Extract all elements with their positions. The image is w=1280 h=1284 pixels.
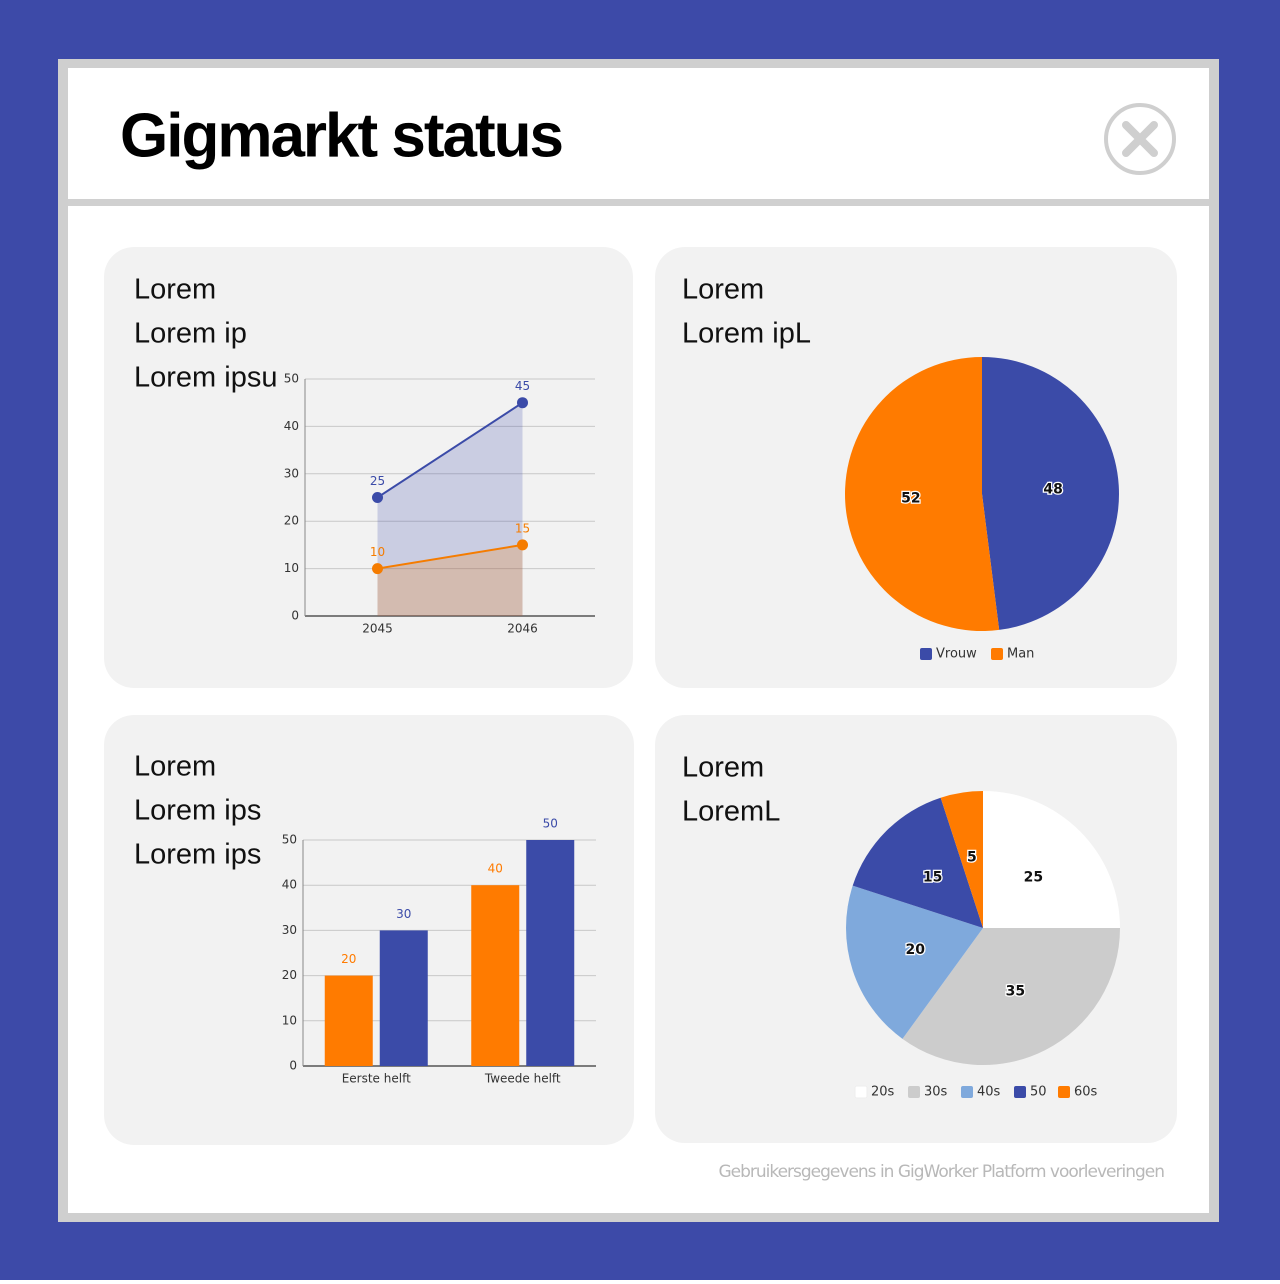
card-text: Lorem — [682, 752, 764, 784]
point — [517, 397, 528, 409]
line — [377, 543, 523, 570]
pie-slice — [982, 357, 1119, 630]
pie-slice — [846, 885, 983, 1039]
legend-label: 30s — [924, 1085, 948, 1100]
header-divider — [68, 199, 1209, 206]
card-text: Lorem ips — [134, 839, 261, 871]
y-tick-label: 20 — [282, 968, 297, 982]
legend-swatch — [920, 648, 932, 660]
y-tick-label: 0 — [291, 609, 299, 623]
close-button[interactable] — [1104, 103, 1176, 175]
line — [376, 401, 524, 499]
y-tick-label: 50 — [282, 833, 297, 847]
y-tick-label: 10 — [282, 1013, 297, 1027]
value-label: 25 — [370, 474, 385, 488]
pie-slice — [940, 791, 983, 928]
value-label: 15 — [515, 521, 530, 535]
pie-slice — [902, 928, 1120, 1065]
point — [372, 563, 383, 575]
legend-label: 60s — [1074, 1085, 1098, 1100]
value-label: 30 — [396, 907, 411, 921]
y-tick-label: 30 — [282, 923, 297, 937]
legend-label: Man — [1007, 647, 1034, 662]
x-tick-label: 2046 — [507, 622, 538, 636]
y-tick-label: 50 — [284, 372, 299, 386]
y-tick-label: 40 — [282, 878, 297, 892]
card-text: Lorem ips — [134, 795, 261, 827]
value-label: 40 — [488, 862, 503, 876]
legend-swatch — [991, 648, 1003, 660]
slice-label: 25 — [1024, 870, 1043, 886]
legend-label: 50 — [1030, 1085, 1047, 1100]
page-title: Gigmarkt status — [120, 101, 562, 170]
slice-label: 48 — [1043, 482, 1062, 498]
x-tick-label: 2045 — [362, 622, 393, 636]
y-tick-label: 20 — [284, 514, 299, 528]
y-tick-label: 10 — [284, 561, 299, 575]
legend-swatch — [908, 1086, 920, 1098]
value-label: 20 — [341, 952, 356, 966]
pie-slice — [852, 797, 983, 928]
slice-label: 5 — [967, 850, 977, 866]
card-text: LoremL — [682, 796, 780, 828]
y-tick-label: 0 — [289, 1059, 297, 1073]
point — [372, 492, 383, 503]
card-text: Lorem — [682, 274, 764, 306]
legend-label: 40s — [977, 1085, 1001, 1100]
card-text: Lorem ip — [134, 318, 247, 350]
card-text: Lorem — [134, 274, 216, 306]
legend-swatch — [961, 1086, 973, 1098]
y-tick-label: 40 — [284, 419, 299, 433]
x-tick-label: Tweede helft — [484, 1072, 561, 1086]
slice-label: 20 — [906, 942, 926, 958]
bar — [471, 885, 520, 1066]
card — [104, 247, 633, 688]
legend-label: Vrouw — [936, 647, 977, 662]
legend-swatch — [1014, 1086, 1026, 1098]
pie-slice — [845, 357, 1000, 631]
y-tick-label: 30 — [284, 466, 299, 480]
card-text: Lorem — [134, 751, 216, 783]
footer-note: Gebruikersgegevens in GigWorker Platform… — [718, 1162, 1164, 1182]
legend-swatch — [854, 1085, 868, 1099]
bar — [379, 930, 428, 1066]
x-tick-label: Eerste helft — [342, 1072, 411, 1086]
bar — [526, 840, 575, 1066]
slice-label: 52 — [901, 490, 920, 506]
legend-swatch — [1058, 1086, 1070, 1098]
card-text: Lorem ipsu — [134, 362, 277, 394]
close-icon[interactable] — [1122, 121, 1158, 157]
bar — [324, 975, 373, 1066]
card-text: Lorem ipL — [682, 318, 811, 350]
value-label: 50 — [543, 817, 558, 831]
value-label: 10 — [370, 545, 385, 559]
legend-label: 20s — [871, 1085, 895, 1100]
slice-label: 35 — [1006, 983, 1025, 999]
slice-label: 15 — [923, 870, 942, 886]
point — [517, 539, 528, 551]
value-label: 45 — [515, 379, 530, 393]
pie-slice — [983, 791, 1120, 928]
